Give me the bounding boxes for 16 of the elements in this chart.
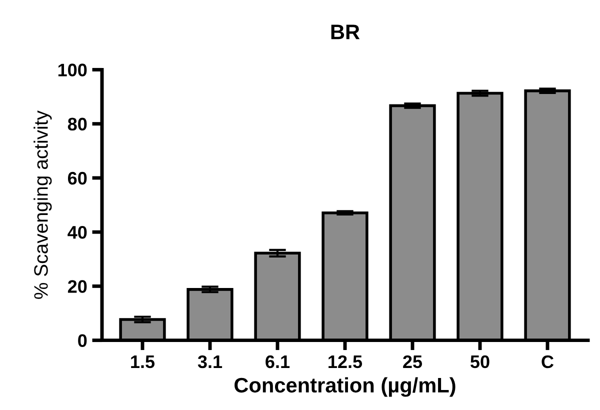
y-tick-label: 20 <box>68 280 87 293</box>
y-tick-label: 0 <box>78 334 87 348</box>
x-tick-label: C <box>542 355 554 368</box>
y-tick-label: 40 <box>68 226 87 239</box>
y-tick-label: 60 <box>68 172 87 185</box>
y-tick-label: 80 <box>68 118 87 131</box>
x-tick-label: 50 <box>470 355 490 368</box>
y-axis-title: % Scavenging activity <box>34 110 52 299</box>
x-axis-title: Concentration (µg/mL) <box>234 377 456 397</box>
x-tick-label: 3.1 <box>198 355 222 368</box>
x-tick-label: 6.1 <box>266 355 290 368</box>
y-tick-label: 100 <box>58 64 87 76</box>
x-tick-label: 1.5 <box>131 356 155 368</box>
x-tick-label: 25 <box>403 355 422 368</box>
chart-title: BR <box>331 24 360 40</box>
x-tick-label: 12.5 <box>328 355 362 368</box>
